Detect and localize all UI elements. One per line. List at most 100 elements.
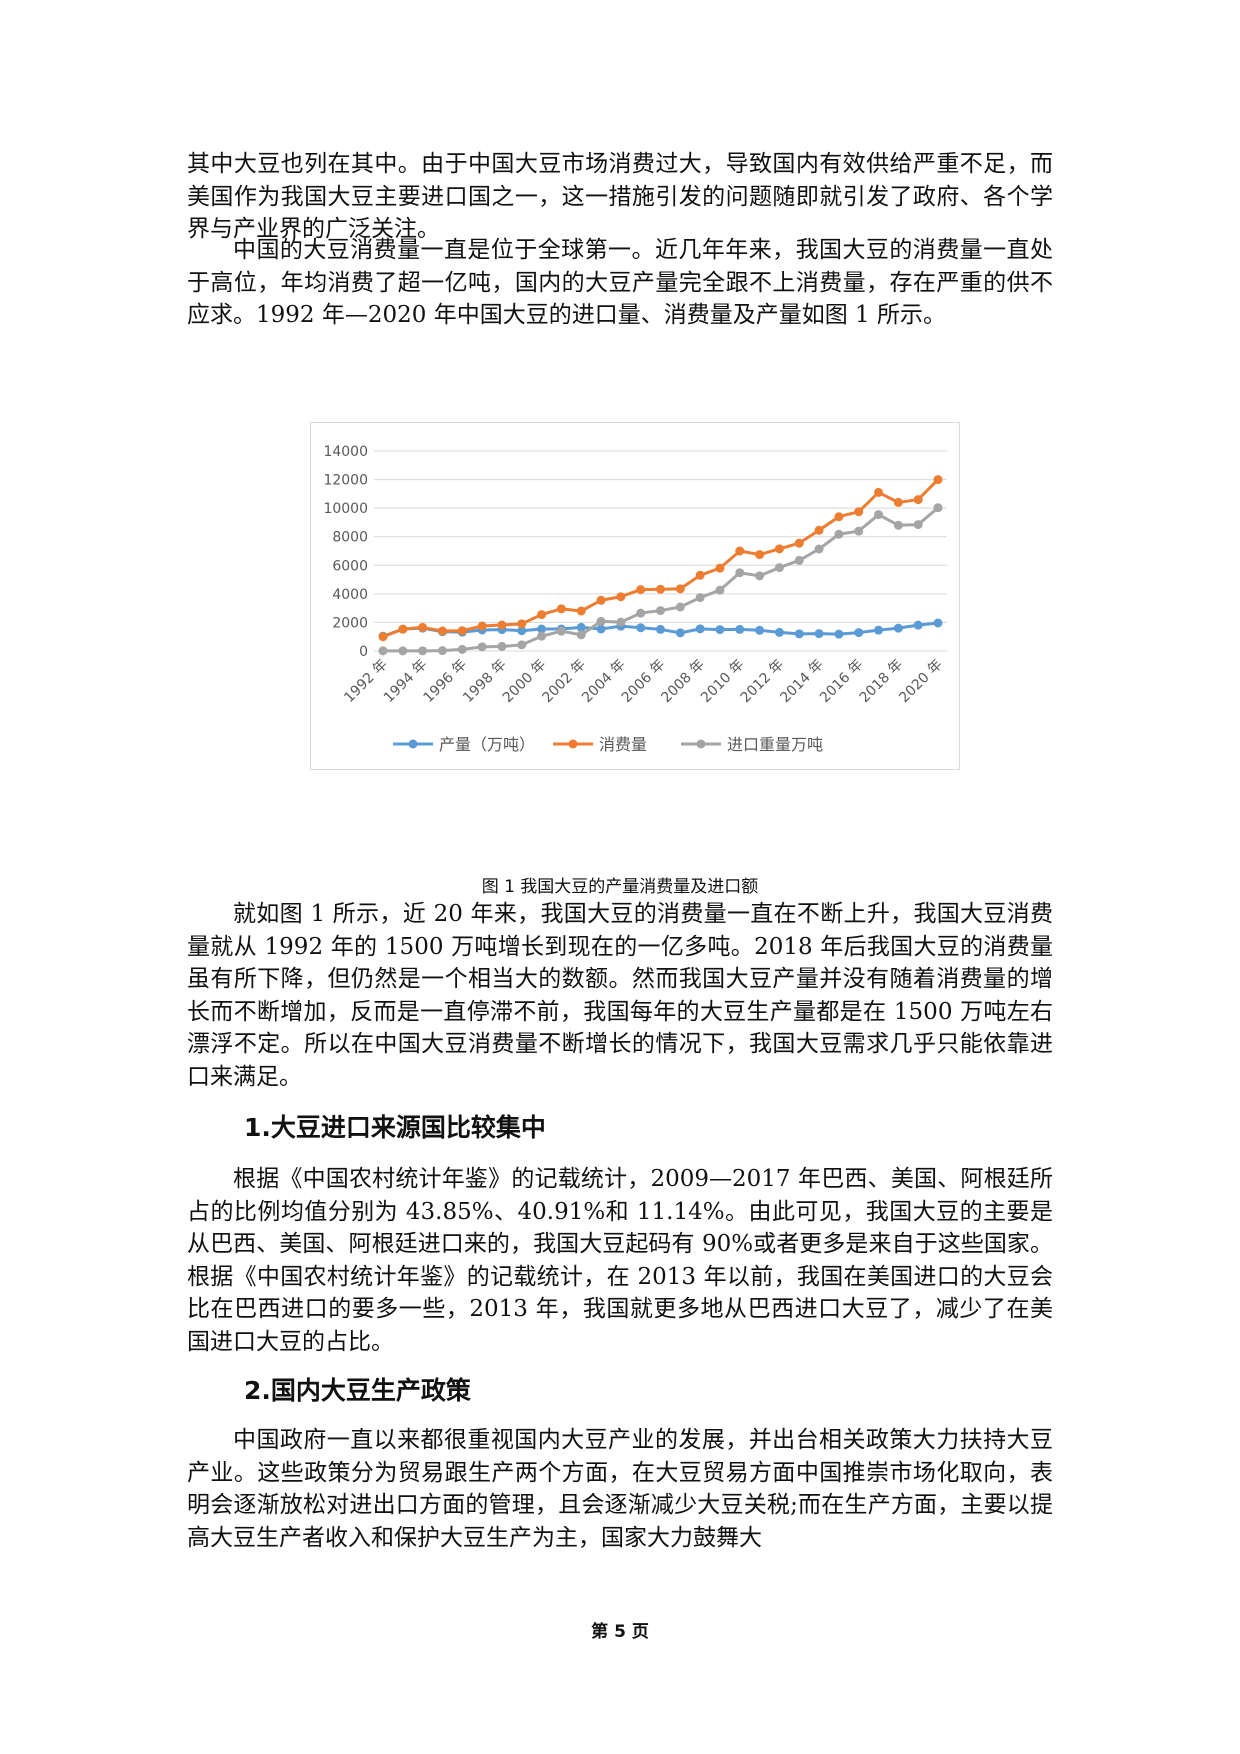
data-point: [834, 629, 844, 639]
data-point: [774, 544, 784, 554]
data-point: [695, 624, 705, 634]
data-point: [517, 619, 527, 629]
data-point: [457, 644, 467, 654]
data-point: [517, 640, 527, 650]
data-point: [933, 503, 943, 513]
y-tick-label: 8000: [332, 530, 368, 546]
data-point: [893, 520, 903, 530]
paragraph-import-sources: 根据《中国农村统计年鉴》的记载统计，2009—2017 年巴西、美国、阿根廷所占…: [187, 1166, 1053, 1355]
data-point: [794, 555, 804, 565]
data-point: [933, 475, 943, 485]
data-point: [537, 610, 547, 620]
data-point: [437, 646, 447, 656]
data-point: [814, 544, 824, 554]
paragraph-intro: 其中大豆也列在其中。由于中国大豆市场消费过大，导致国内有效供给严重不足，而美国作…: [187, 151, 1053, 242]
data-point: [814, 629, 824, 639]
legend-label: 进口重量万吨: [727, 735, 823, 754]
data-point: [418, 646, 428, 656]
data-point: [913, 495, 923, 505]
data-point: [656, 584, 665, 594]
data-point: [814, 525, 824, 535]
data-point: [913, 520, 923, 530]
legend-label: 消费量: [599, 735, 647, 754]
data-point: [477, 621, 487, 631]
figure-caption: 图 1 我国大豆的产量消费量及进口额: [481, 877, 759, 897]
data-point: [517, 626, 527, 636]
data-point: [874, 487, 884, 497]
y-tick-label: 14000: [323, 444, 368, 460]
data-point: [497, 641, 507, 651]
data-point: [636, 608, 646, 618]
data-point: [794, 538, 804, 548]
data-point: [695, 570, 705, 580]
data-point: [913, 620, 923, 630]
data-point: [675, 602, 685, 612]
data-point: [735, 624, 745, 634]
soybean-chart: 0 2000 4000 6000 8000 10000 12000 14000 1992 年 19…: [310, 422, 960, 770]
data-point: [576, 630, 586, 640]
data-point: [854, 507, 864, 517]
section-heading-1: 1.大豆进口来源国比较集中: [244, 1113, 546, 1142]
data-point: [794, 629, 804, 639]
paragraph-policy: 中国政府一直以来都很重视国内大豆产业的发展，并出台相关政策大力扶持大豆产业。这些…: [187, 1427, 1053, 1551]
legend-swatch-marker: [568, 739, 578, 749]
data-point: [596, 595, 606, 605]
data-point: [576, 622, 586, 632]
data-point: [537, 631, 547, 641]
legend-swatch-marker: [696, 739, 706, 749]
paragraph-consumption: 中国的大豆消费量一直是位于全球第一。近几年年来，我国大豆的消费量一直处于高位，年…: [187, 237, 1053, 328]
data-point: [834, 512, 844, 522]
data-point: [596, 624, 606, 634]
data-point: [497, 620, 507, 630]
data-point: [437, 626, 447, 636]
data-point: [854, 526, 864, 536]
data-point: [596, 616, 606, 626]
data-point: [715, 625, 725, 635]
data-point: [636, 585, 646, 595]
data-point: [616, 617, 626, 627]
data-point: [715, 585, 725, 595]
data-point: [755, 571, 765, 581]
data-point: [735, 546, 745, 556]
x-tick-label: 2020 年: [896, 657, 946, 707]
data-point: [735, 568, 745, 578]
data-point: [556, 604, 566, 614]
y-tick-label: 2000: [332, 615, 368, 631]
data-point: [378, 632, 388, 642]
y-tick-label: 6000: [332, 558, 368, 574]
legend-swatch-marker: [408, 739, 418, 749]
data-point: [616, 592, 626, 602]
data-point: [893, 623, 903, 633]
data-point: [398, 624, 408, 634]
data-point: [774, 627, 784, 637]
data-point: [874, 510, 884, 520]
section-heading-2: 2.国内大豆生产政策: [244, 1376, 471, 1405]
data-point: [636, 623, 646, 633]
data-point: [774, 563, 784, 573]
data-point: [576, 606, 586, 616]
data-point: [457, 626, 467, 636]
data-point: [695, 593, 705, 603]
data-point: [675, 584, 685, 594]
data-point: [874, 625, 884, 635]
x-tick-label: 2004 年: [579, 657, 629, 707]
page-number: 第 5 页: [591, 1622, 649, 1642]
x-tick-label: 2018 年: [857, 657, 907, 707]
y-tick-label: 12000: [323, 473, 368, 489]
data-point: [715, 563, 725, 573]
data-point: [656, 606, 665, 616]
legend-label: 产量（万吨）: [439, 735, 535, 754]
data-point: [398, 646, 408, 656]
y-tick-label: 4000: [332, 587, 368, 603]
data-point: [418, 622, 428, 632]
data-point: [378, 646, 388, 656]
y-tick-label: 10000: [323, 501, 368, 517]
data-point: [556, 626, 566, 636]
data-point: [834, 529, 844, 539]
data-point: [755, 550, 765, 560]
data-point: [656, 624, 665, 634]
y-tick-label: 0: [359, 644, 368, 660]
paragraph-analysis: 就如图 1 所示，近 20 年来，我国大豆的消费量一直在不断上升，我国大豆消费量…: [187, 901, 1053, 1090]
data-point: [537, 624, 547, 634]
